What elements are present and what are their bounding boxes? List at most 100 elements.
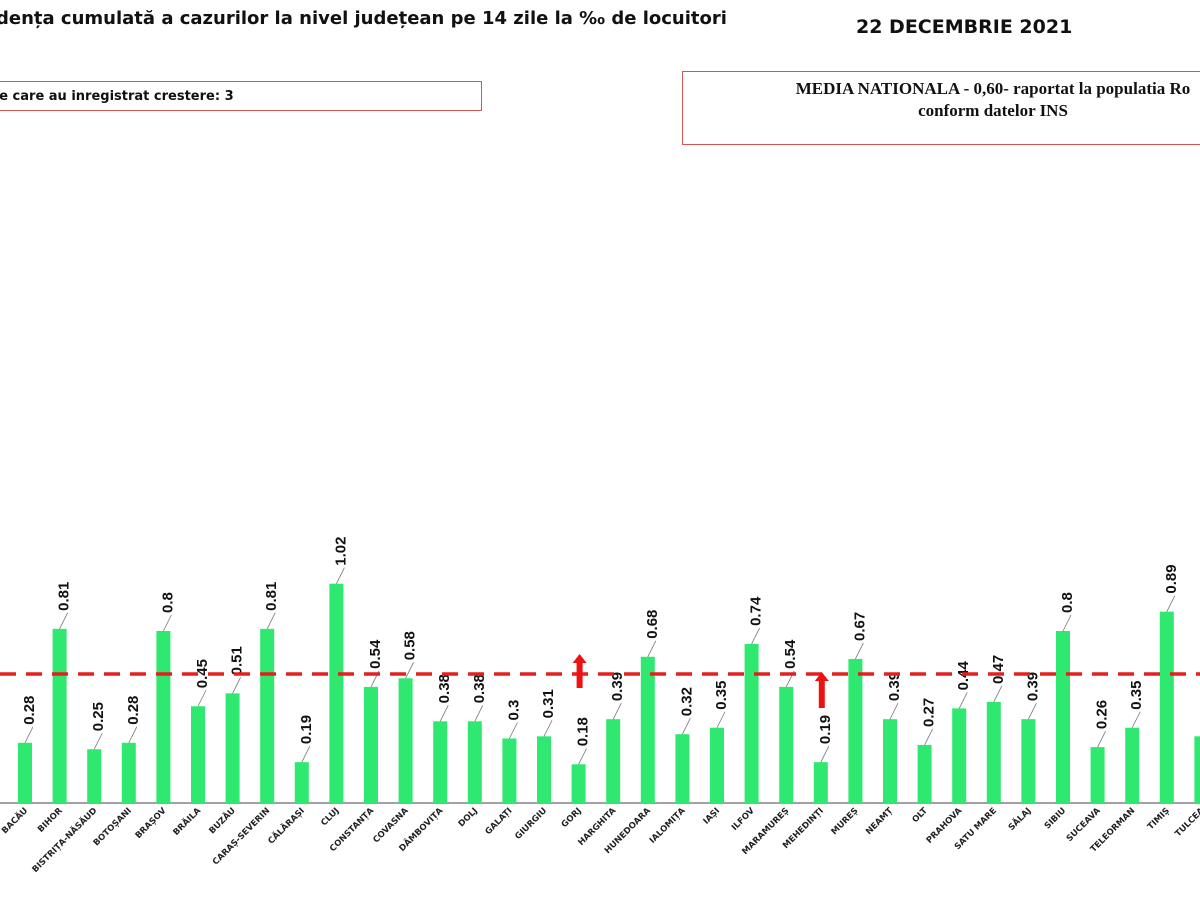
category-label: IAȘI xyxy=(702,806,723,827)
leader-line xyxy=(612,702,622,720)
category-label: NEAMȚ xyxy=(864,806,895,837)
leader-line xyxy=(1028,702,1037,720)
bar xyxy=(883,719,897,803)
leader-line xyxy=(1097,730,1106,748)
category-label: GORJ xyxy=(560,806,584,830)
bar xyxy=(571,764,586,803)
leader-line xyxy=(1062,614,1072,632)
data-label: 0.3 xyxy=(505,700,522,721)
bar xyxy=(848,658,863,803)
data-label: 0.54 xyxy=(782,639,799,669)
data-label: 0.35 xyxy=(1128,681,1145,710)
bar xyxy=(364,686,378,803)
bar xyxy=(986,701,1001,803)
leader-line xyxy=(751,627,760,645)
bar xyxy=(1090,747,1105,803)
leader-line xyxy=(889,702,899,720)
category-label: TULCEA xyxy=(1173,806,1200,839)
data-label: 0.45 xyxy=(194,659,211,688)
data-label: 0.47 xyxy=(990,655,1007,684)
leader-line xyxy=(197,690,207,707)
leader-line xyxy=(59,612,68,630)
report-date: 22 DECEMBRIE 2021 xyxy=(856,16,1073,38)
bar xyxy=(18,742,32,803)
leader-line xyxy=(820,745,830,763)
data-label: 0.19 xyxy=(298,715,315,744)
bar xyxy=(502,738,517,803)
data-label: 0.27 xyxy=(921,698,938,727)
category-label: OLT xyxy=(911,806,930,825)
increase-arrow-icon xyxy=(814,672,829,708)
data-label: 0.81 xyxy=(56,582,73,611)
bar xyxy=(156,631,171,803)
category-label: SĂLAJ xyxy=(1005,805,1033,833)
leader-line xyxy=(509,722,518,739)
leader-line xyxy=(163,614,172,632)
category-label: GIURGIU xyxy=(513,806,549,842)
data-label: 0.81 xyxy=(263,582,280,611)
leader-line xyxy=(958,692,968,709)
data-label: 0.18 xyxy=(575,717,592,746)
national-average-source: conform datelor INS xyxy=(918,101,1068,120)
bar xyxy=(225,693,240,803)
arrow-head xyxy=(572,654,587,663)
category-label: BRAȘOV xyxy=(134,806,169,841)
leader-line xyxy=(993,685,1003,703)
category-label: BIHOR xyxy=(36,806,65,835)
leader-line xyxy=(578,748,587,765)
increase-arrow-icon xyxy=(572,654,587,688)
bar xyxy=(537,736,551,803)
leader-line xyxy=(682,718,691,735)
leader-line xyxy=(336,567,345,584)
data-label: 0.31 xyxy=(1197,689,1200,718)
leader-line xyxy=(24,726,34,743)
arrow-shaft xyxy=(818,680,825,708)
data-label: 0.54 xyxy=(367,639,384,669)
bar xyxy=(433,721,448,803)
data-label: 0.32 xyxy=(678,687,695,716)
leader-line xyxy=(716,711,726,728)
bar xyxy=(779,686,794,803)
category-label: BRĂILA xyxy=(170,804,203,837)
category-label: CĂLĂRAȘI xyxy=(265,805,307,847)
bar xyxy=(640,656,655,803)
leader-line xyxy=(647,640,657,657)
bar xyxy=(191,706,205,803)
category-label: BACĂU xyxy=(0,805,30,837)
bar xyxy=(606,719,621,803)
data-label: 0.8 xyxy=(1059,592,1076,613)
arrow-head xyxy=(814,672,829,681)
leader-line xyxy=(1131,711,1141,728)
data-label: 0.35 xyxy=(713,681,730,710)
category-label: BISTRIȚA-NĂSĂUD xyxy=(29,805,99,875)
category-label: IALOMIȚA xyxy=(648,806,688,846)
data-label: 0.28 xyxy=(125,696,142,725)
data-label: 0.89 xyxy=(1163,564,1180,593)
data-label: 0.26 xyxy=(1094,700,1111,729)
bar xyxy=(675,734,690,803)
data-label: 0.39 xyxy=(609,672,626,701)
bar xyxy=(260,628,275,803)
bar xyxy=(294,762,309,803)
leader-line xyxy=(1166,595,1176,612)
bar xyxy=(398,678,413,803)
data-label: 0.38 xyxy=(436,674,453,703)
bar xyxy=(329,583,344,803)
data-label: 0.19 xyxy=(817,715,834,744)
category-label: TIMIȘ xyxy=(1146,806,1172,832)
bar xyxy=(917,744,932,803)
data-label: 1.02 xyxy=(332,536,349,565)
bar xyxy=(813,762,828,803)
national-average-box: MEDIA NATIONALA - 0,60- raportat la popu… xyxy=(682,71,1200,145)
category-label: SIBIU xyxy=(1043,806,1068,831)
bar xyxy=(744,643,759,803)
leader-line xyxy=(855,642,864,660)
bar xyxy=(1125,727,1140,803)
data-label: 0.8 xyxy=(159,592,176,613)
national-average-text: MEDIA NATIONALA - 0,60- raportat la popu… xyxy=(795,79,1191,98)
leader-line xyxy=(93,733,103,750)
data-label: 0.39 xyxy=(886,672,903,701)
bar xyxy=(710,727,724,803)
category-label: MUREȘ xyxy=(830,806,861,837)
